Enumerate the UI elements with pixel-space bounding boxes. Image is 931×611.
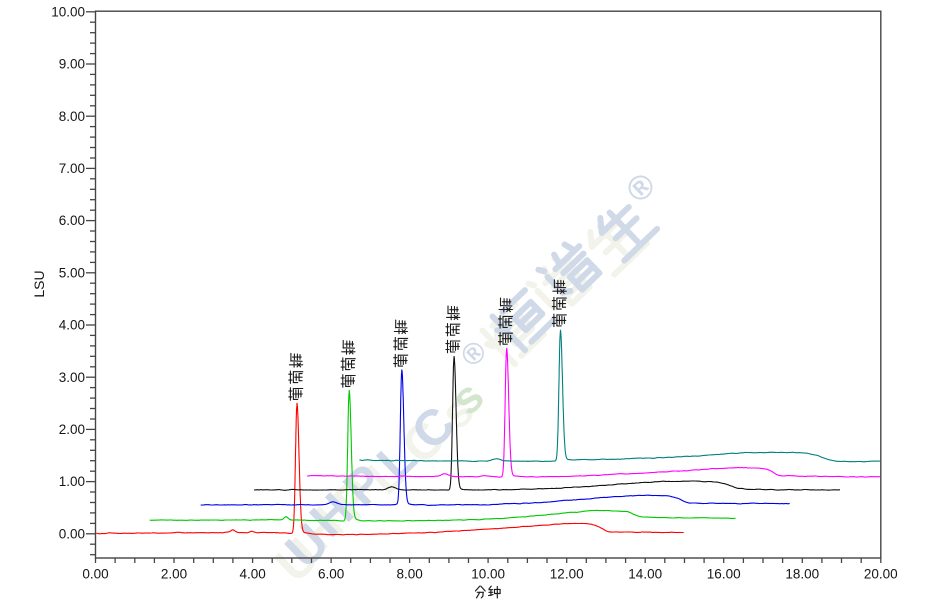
svg-text:12.00: 12.00	[550, 567, 584, 582]
svg-text:6.00: 6.00	[318, 567, 344, 582]
svg-text:5.00: 5.00	[59, 265, 85, 280]
svg-text:16.00: 16.00	[707, 567, 741, 582]
svg-text:1.00: 1.00	[59, 474, 85, 489]
svg-text:8.00: 8.00	[396, 567, 422, 582]
svg-text:14.00: 14.00	[628, 567, 662, 582]
svg-text:4.00: 4.00	[59, 318, 85, 333]
svg-text:20.00: 20.00	[864, 567, 898, 582]
svg-text:3.00: 3.00	[59, 370, 85, 385]
svg-text:0.00: 0.00	[59, 526, 85, 541]
svg-text:10.00: 10.00	[471, 567, 505, 582]
svg-text:18.00: 18.00	[785, 567, 819, 582]
svg-text:LSU: LSU	[31, 270, 47, 297]
svg-text:9.00: 9.00	[59, 57, 85, 72]
svg-text:2.00: 2.00	[161, 567, 187, 582]
svg-text:2.00: 2.00	[59, 422, 85, 437]
svg-text:0.00: 0.00	[82, 567, 108, 582]
svg-text:10.00: 10.00	[51, 4, 85, 19]
svg-text:4.00: 4.00	[239, 567, 265, 582]
svg-text:7.00: 7.00	[59, 161, 85, 176]
svg-text:6.00: 6.00	[59, 213, 85, 228]
svg-text:8.00: 8.00	[59, 109, 85, 124]
